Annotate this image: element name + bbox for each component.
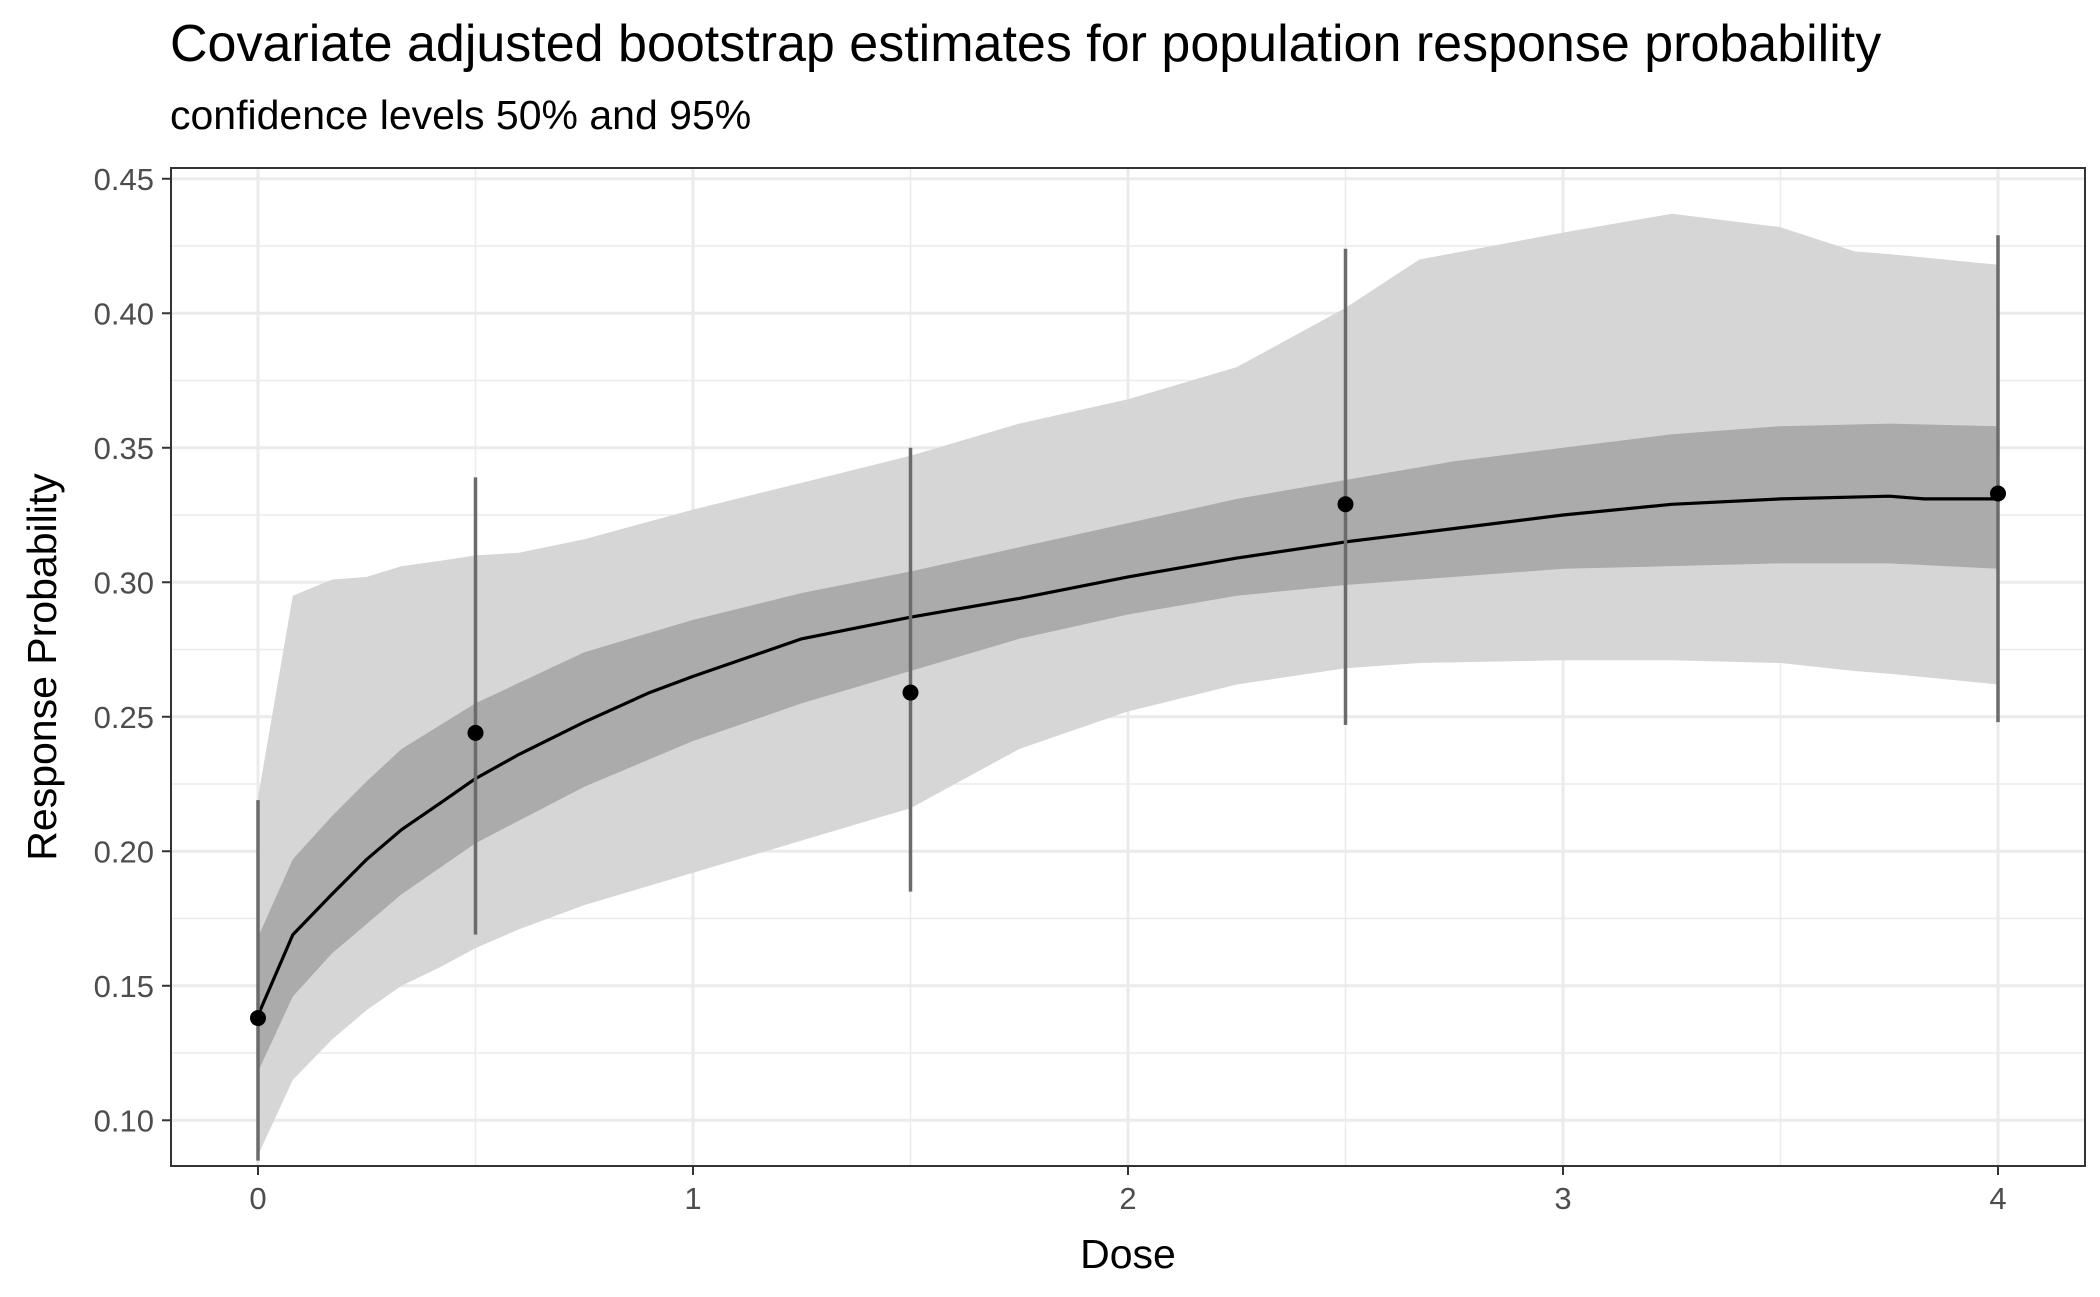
y-tick-label: 0.25 bbox=[94, 700, 154, 735]
y-tick-label: 0.15 bbox=[94, 969, 154, 1004]
chart-subtitle: confidence levels 50% and 95% bbox=[170, 92, 752, 138]
error-bar-layer bbox=[256, 235, 2000, 1161]
y-tick-label: 0.20 bbox=[94, 834, 154, 869]
x-tick-label: 3 bbox=[1554, 1181, 1571, 1216]
y-tick-label: 0.35 bbox=[94, 431, 154, 466]
bands-layer bbox=[258, 213, 1998, 1156]
y-axis-title: Response Probability bbox=[19, 473, 65, 861]
points-layer bbox=[250, 485, 2006, 1027]
data-point bbox=[1990, 485, 2006, 502]
y-tick-label: 0.40 bbox=[94, 296, 154, 331]
y-tick-label: 0.10 bbox=[94, 1103, 154, 1138]
chart-title: Covariate adjusted bootstrap estimates f… bbox=[170, 15, 1882, 73]
x-tick-label: 0 bbox=[249, 1181, 266, 1216]
data-point bbox=[467, 724, 484, 741]
ticks-layer: 0 1 2 3 4 0.10 0.15 0.20 0.25 0.30 0.35 0.40 0.45 bbox=[94, 162, 2007, 1216]
data-point bbox=[250, 1010, 266, 1027]
x-tick-label: 4 bbox=[1989, 1181, 2006, 1216]
confidence-band-50 bbox=[258, 423, 1998, 1072]
data-point bbox=[902, 684, 919, 701]
median-line bbox=[256, 494, 1998, 1017]
median-line-layer bbox=[256, 494, 1998, 1017]
x-axis-title: Dose bbox=[1080, 1231, 1176, 1277]
x-tick-label: 1 bbox=[684, 1181, 701, 1216]
x-tick-label: 2 bbox=[1119, 1181, 1136, 1216]
data-point bbox=[1337, 496, 1354, 513]
y-tick-label: 0.30 bbox=[94, 565, 154, 600]
y-tick-label: 0.45 bbox=[94, 162, 154, 197]
